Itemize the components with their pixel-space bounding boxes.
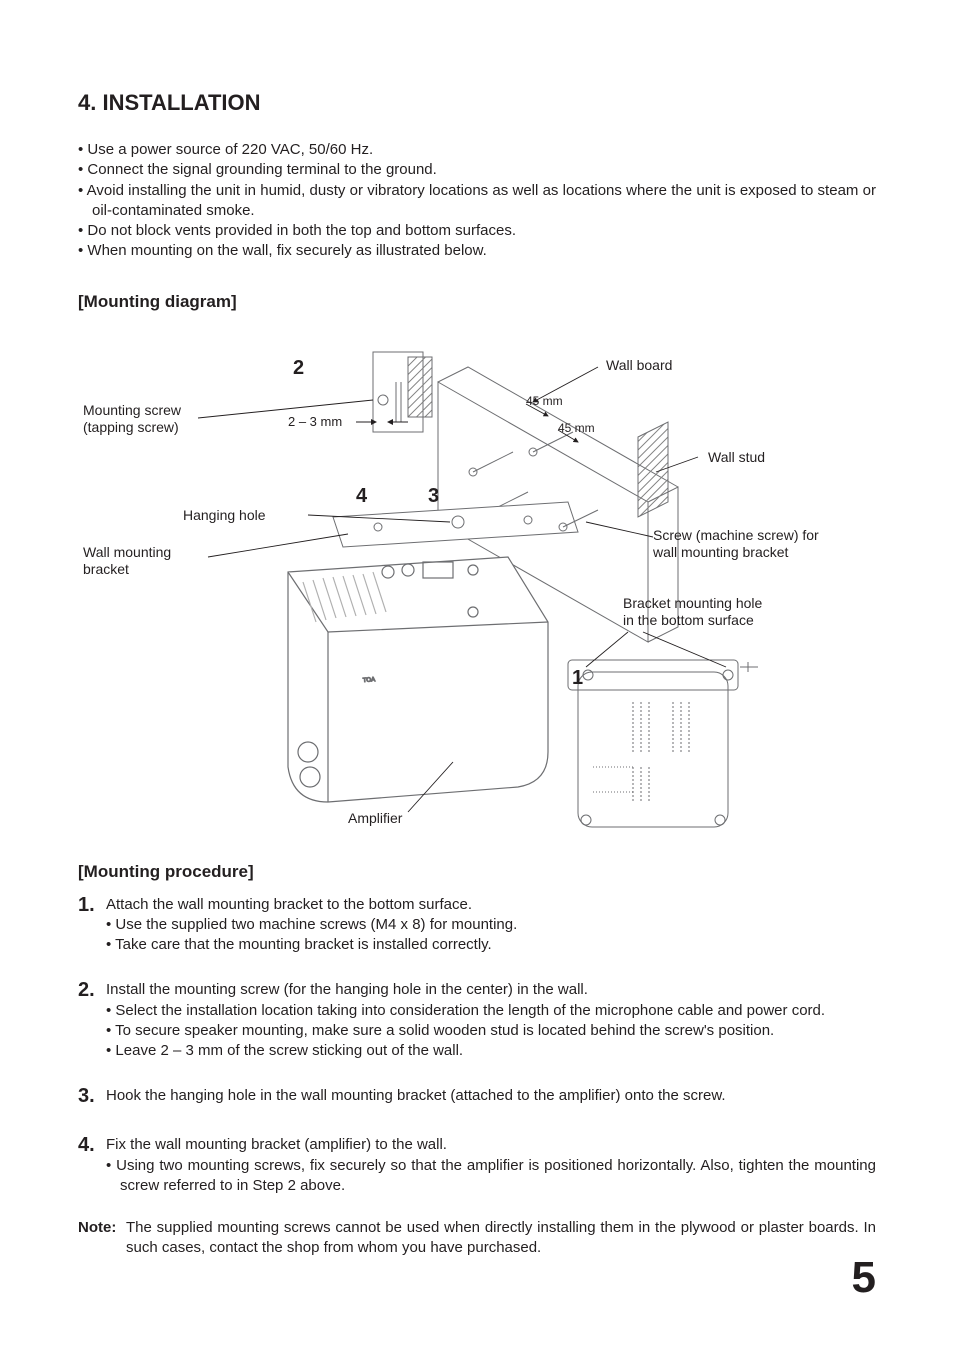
diagram-svg: TOA [78, 322, 878, 852]
step-2: 2. Install the mounting screw (for the h… [78, 977, 876, 1061]
callout-4: 4 [356, 485, 367, 508]
step-lead: Install the mounting screw (for the hang… [106, 980, 876, 1000]
step-sub: Take care that the mounting bracket is i… [106, 935, 876, 955]
page: 4. INSTALLATION Use a power source of 22… [0, 0, 954, 1351]
label-screw-bracket: Screw (machine screw) for wall mounting … [653, 527, 819, 562]
note-body: The supplied mounting screws cannot be u… [126, 1218, 876, 1259]
mounting-diagram: TOA [78, 322, 876, 852]
bullet: Use a power source of 220 VAC, 50/60 Hz. [78, 140, 876, 160]
intro-bullets: Use a power source of 220 VAC, 50/60 Hz.… [78, 140, 876, 262]
bullet: Do not block vents provided in both the … [78, 221, 876, 241]
step-4: 4. Fix the wall mounting bracket (amplif… [78, 1132, 876, 1196]
step-sub: Use the supplied two machine screws (M4 … [106, 915, 876, 935]
step-sub: Using two mounting screws, fix securely … [106, 1156, 876, 1197]
step-sub: To secure speaker mounting, make sure a … [106, 1021, 876, 1041]
label-hanging-hole: Hanging hole [183, 507, 266, 525]
label-gap: 2 – 3 mm [288, 414, 342, 430]
section-title: 4. INSTALLATION [78, 90, 876, 116]
step-lead: Fix the wall mounting bracket (amplifier… [106, 1135, 876, 1155]
callout-2: 2 [293, 357, 304, 380]
bullet: Avoid installing the unit in humid, dust… [78, 181, 876, 222]
step-lead: Hook the hanging hole in the wall mounti… [106, 1086, 876, 1106]
step-number: 2. [78, 977, 106, 1061]
note: Note: The supplied mounting screws canno… [78, 1218, 876, 1259]
step-sub: Select the installation location taking … [106, 1001, 876, 1021]
diagram-heading: [Mounting diagram] [78, 292, 876, 312]
callout-3: 3 [428, 485, 439, 508]
label-45mm-2: 45 mm [558, 421, 595, 436]
label-wall-stud: Wall stud [708, 449, 765, 467]
step-lead: Attach the wall mounting bracket to the … [106, 895, 876, 915]
bullet: When mounting on the wall, fix securely … [78, 241, 876, 261]
step-number: 1. [78, 892, 106, 956]
step-3: 3. Hook the hanging hole in the wall mou… [78, 1083, 876, 1110]
step-number: 3. [78, 1083, 106, 1110]
step-number: 4. [78, 1132, 106, 1196]
label-45mm-1: 45 mm [526, 394, 563, 409]
label-bracket-hole: Bracket mounting hole in the bottom surf… [623, 595, 762, 630]
note-label: Note: [78, 1218, 126, 1259]
procedure-steps: 1. Attach the wall mounting bracket to t… [78, 892, 876, 1259]
step-sub: Leave 2 – 3 mm of the screw sticking out… [106, 1041, 876, 1061]
bullet: Connect the signal grounding terminal to… [78, 160, 876, 180]
label-mounting-screw: Mounting screw (tapping screw) [83, 402, 181, 437]
svg-text:TOA: TOA [363, 677, 376, 684]
label-wall-bracket: Wall mounting bracket [83, 544, 171, 579]
callout-1: 1 [572, 667, 583, 690]
label-wall-board: Wall board [606, 357, 672, 375]
page-number: 5 [852, 1253, 876, 1303]
label-amplifier: Amplifier [348, 810, 402, 828]
step-1: 1. Attach the wall mounting bracket to t… [78, 892, 876, 956]
procedure-heading: [Mounting procedure] [78, 862, 876, 882]
